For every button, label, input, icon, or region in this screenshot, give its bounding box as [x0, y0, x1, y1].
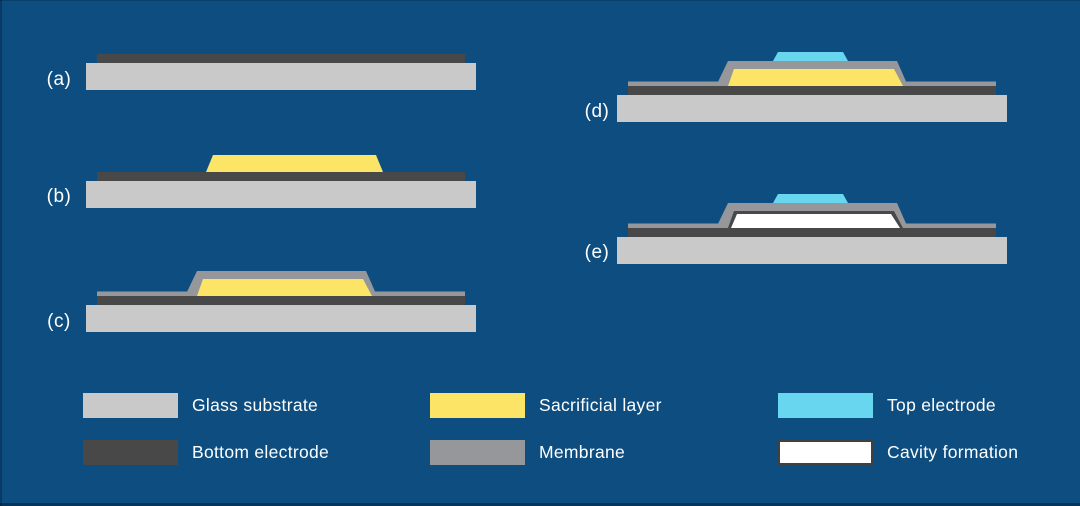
legend-label: Sacrificial layer [539, 395, 662, 415]
membrane-swatch [430, 440, 525, 465]
glass-substrate-layer [86, 63, 476, 90]
process-step-e [617, 194, 1007, 264]
cavity-region [731, 214, 900, 228]
legend-label: Cavity formation [887, 442, 1019, 462]
glass-substrate-layer [617, 237, 1007, 264]
sacrificial-layer [728, 69, 903, 86]
legend-label: Top electrode [887, 395, 996, 415]
legend-item-membrane: Membrane [430, 440, 625, 465]
sacrificial-layer [206, 155, 383, 172]
legend-item-sacrificial-layer: Sacrificial layer [430, 393, 662, 418]
top-electrode-layer [773, 52, 848, 61]
legend-label: Membrane [539, 442, 626, 462]
step-a-drawing [86, 54, 476, 90]
step-a-label: (a) [46, 69, 72, 90]
process-step-c [86, 262, 476, 332]
process-step-b [86, 138, 476, 208]
cavity-formation-swatch [778, 440, 873, 465]
step-d-label: (d) [584, 101, 610, 122]
bottom-electrode-layer [628, 228, 996, 237]
legend-label: Glass substrate [192, 395, 319, 415]
legend-item-top-electrode: Top electrode [778, 393, 996, 418]
sacrificial-layer-swatch [430, 393, 525, 418]
bottom-electrode-layer [97, 296, 465, 305]
step-d-drawing [617, 52, 1007, 122]
legend-item-glass-substrate: Glass substrate [83, 393, 318, 418]
legend-item-cavity-formation: Cavity formation [778, 440, 1018, 465]
legend-label: Bottom electrode [192, 442, 330, 462]
step-c-label: (c) [47, 311, 71, 332]
step-e-drawing [617, 194, 1007, 264]
glass-substrate-layer [86, 181, 476, 208]
legend-item-bottom-electrode: Bottom electrode [83, 440, 329, 465]
bottom-electrode-layer [97, 54, 465, 63]
step-b-label: (b) [46, 186, 72, 207]
bottom-electrode-swatch [83, 440, 178, 465]
glass-substrate-layer [617, 95, 1007, 122]
step-c-drawing [86, 271, 476, 332]
top-electrode-swatch [778, 393, 873, 418]
glass-substrate-swatch [83, 393, 178, 418]
step-b-drawing [86, 155, 476, 208]
glass-substrate-layer [86, 305, 476, 332]
sacrificial-layer [197, 279, 372, 296]
step-e-label: (e) [584, 242, 610, 263]
process-step-a [86, 20, 476, 90]
process-step-d [617, 52, 1007, 122]
bottom-electrode-layer [97, 172, 465, 181]
bottom-electrode-layer [628, 86, 996, 95]
top-electrode-layer [773, 194, 848, 203]
